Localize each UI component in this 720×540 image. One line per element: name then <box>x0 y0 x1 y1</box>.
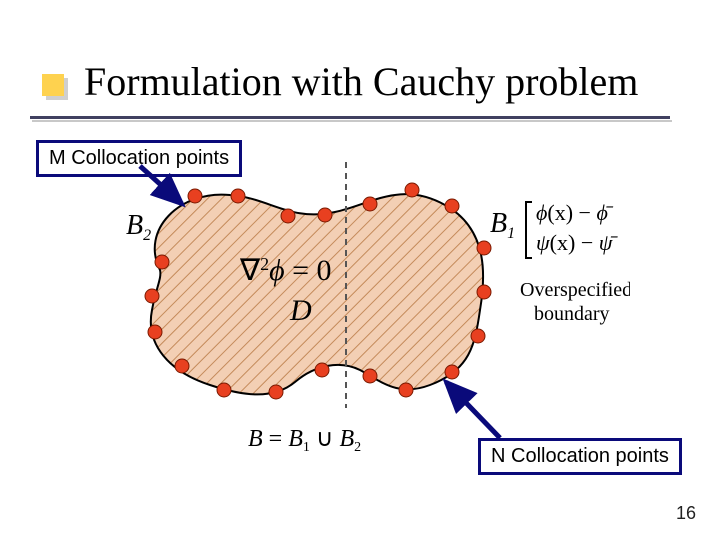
collocation-point <box>155 255 169 269</box>
collocation-point <box>405 183 419 197</box>
brace-overspecified <box>526 202 532 258</box>
collocation-point <box>399 383 413 397</box>
brace-phi-row: ϕ(x) − ϕ̄ <box>536 200 614 225</box>
collocation-point <box>477 285 491 299</box>
slide-title: Formulation with Cauchy problem <box>84 58 638 105</box>
label-B1: B1 <box>490 208 515 242</box>
collocation-point <box>145 289 159 303</box>
arrow-m <box>140 166 182 204</box>
collocation-point <box>445 365 459 379</box>
collocation-point <box>363 369 377 383</box>
domain-region <box>151 194 483 394</box>
collocation-point <box>269 385 283 399</box>
title-rule <box>30 116 670 119</box>
label-boundary-def: B = B1 ∪ B2 <box>248 426 361 455</box>
label-D: D <box>289 294 312 327</box>
title-bullet-icon <box>42 74 64 96</box>
collocation-point <box>175 359 189 373</box>
collocation-point <box>477 241 491 255</box>
brace-psi-row: ψ(x) − ψ̄ <box>536 230 618 255</box>
label-overspecified-1: Overspecified <box>520 279 630 301</box>
collocation-point <box>148 325 162 339</box>
collocation-point <box>231 189 245 203</box>
collocation-point <box>363 197 377 211</box>
arrow-n <box>446 382 500 438</box>
collocation-point <box>318 208 332 222</box>
label-B2: B2 <box>126 210 151 244</box>
collocation-point <box>281 209 295 223</box>
page-number: 16 <box>676 503 696 524</box>
collocation-point <box>471 329 485 343</box>
cauchy-diagram: B2 B1 ∇2ϕ = 0 D ϕ(x) − ϕ̄ ψ(x) − ψ̄ Over… <box>90 160 630 460</box>
collocation-point <box>445 199 459 213</box>
title-rule-shadow <box>32 120 672 122</box>
collocation-point <box>188 189 202 203</box>
label-overspecified-2: boundary <box>534 303 610 325</box>
collocation-point <box>315 363 329 377</box>
collocation-point <box>217 383 231 397</box>
label-laplace: ∇2ϕ = 0 <box>239 254 332 287</box>
